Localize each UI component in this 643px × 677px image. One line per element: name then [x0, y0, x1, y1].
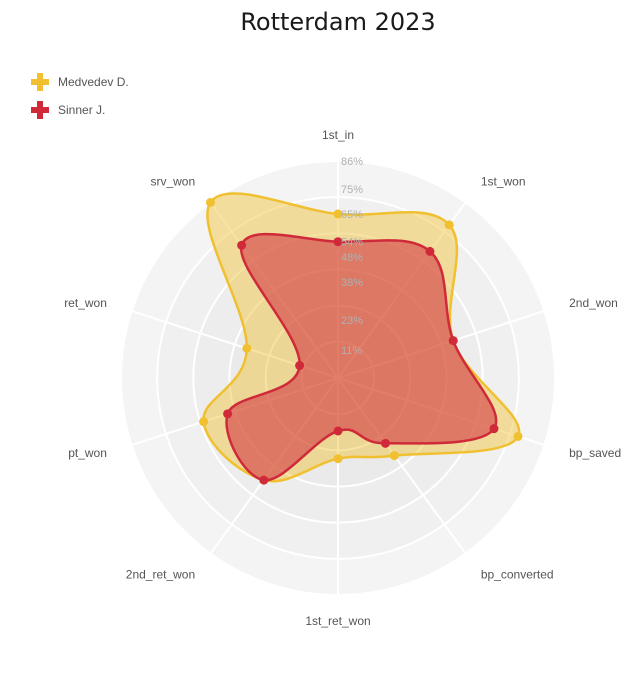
point-medvedev-d-srv_won[interactable]	[205, 197, 215, 207]
tick-label: 75%	[341, 184, 363, 196]
point-sinner-j-1st_ret_won[interactable]	[333, 426, 343, 436]
point-medvedev-d-1st_in[interactable]	[333, 209, 343, 219]
chart-title: Rotterdam 2023	[240, 8, 435, 36]
series-sinner-j	[223, 232, 499, 485]
tick-label: 38%	[341, 277, 363, 289]
axis-label-2nd_ret_won: 2nd_ret_won	[126, 568, 195, 582]
tick-label: 11%	[341, 345, 362, 357]
axis-label-bp_converted: bp_converted	[481, 568, 554, 582]
axis-label-pt_won: pt_won	[68, 446, 107, 460]
axis-label-1st_in: 1st_in	[322, 128, 354, 142]
tick-label: 48%	[341, 252, 363, 264]
legend-label: Medvedev D.	[58, 75, 129, 89]
legend-item-sinner-j[interactable]: Sinner J.	[31, 101, 105, 119]
legend-cross-icon	[31, 101, 49, 119]
point-medvedev-d-ret_won[interactable]	[242, 343, 252, 353]
point-sinner-j-bp_saved[interactable]	[489, 424, 499, 434]
point-sinner-j-bp_converted[interactable]	[380, 438, 390, 448]
tick-label: 23%	[341, 315, 363, 327]
point-sinner-j-ret_won[interactable]	[295, 361, 305, 371]
point-medvedev-d-1st_ret_won[interactable]	[333, 454, 343, 464]
point-sinner-j-1st_won[interactable]	[425, 246, 435, 256]
tick-label: 86%	[341, 156, 363, 168]
point-medvedev-d-1st_won[interactable]	[444, 220, 454, 230]
radial-axis-ticks: 11% 23% 38% 48% 54% 65% 75% 86%	[341, 156, 363, 357]
axis-label-srv_won: srv_won	[150, 174, 195, 188]
tick-label: 54%	[341, 237, 363, 249]
point-sinner-j-pt_won[interactable]	[223, 409, 233, 419]
point-medvedev-d-bp_converted[interactable]	[389, 451, 399, 461]
axis-label-1st_won: 1st_won	[481, 174, 526, 188]
axis-label-1st_ret_won: 1st_ret_won	[305, 614, 370, 628]
tick-label: 65%	[341, 209, 363, 221]
axis-label-ret_won: ret_won	[64, 296, 107, 310]
legend-label: Sinner J.	[58, 103, 105, 117]
series-layer	[199, 192, 523, 485]
legend-item-medvedev-d[interactable]: Medvedev D.	[31, 73, 129, 91]
point-sinner-j-1st_in[interactable]	[333, 237, 343, 247]
legend-cross-icon	[31, 73, 49, 91]
angular-axis-labels: 1st_in 1st_won 2nd_won bp_saved bp_converted…	[64, 128, 621, 628]
legend: Medvedev D. Sinner J.	[31, 73, 129, 119]
point-sinner-j-2nd_won[interactable]	[448, 336, 458, 346]
point-sinner-j-2nd_ret_won[interactable]	[259, 475, 269, 485]
point-medvedev-d-bp_saved[interactable]	[513, 431, 523, 441]
point-medvedev-d-pt_won[interactable]	[199, 417, 209, 427]
point-sinner-j-srv_won[interactable]	[237, 240, 247, 250]
axis-label-bp_saved: bp_saved	[569, 446, 621, 460]
axis-label-2nd_won: 2nd_won	[569, 296, 618, 310]
